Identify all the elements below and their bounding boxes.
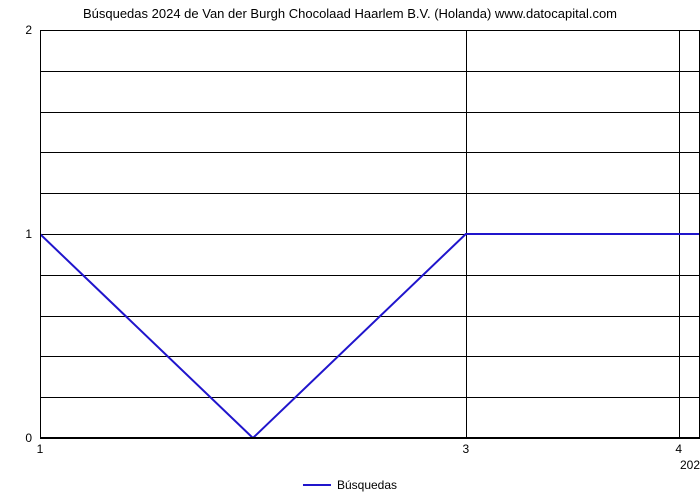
x-tick-label: 4 bbox=[675, 442, 682, 456]
legend-label: Búsquedas bbox=[337, 478, 397, 492]
y-tick-label: 1 bbox=[0, 227, 32, 241]
series-polyline bbox=[40, 234, 700, 438]
x-tick-label-extra: 202 bbox=[680, 458, 700, 472]
legend: Búsquedas bbox=[303, 478, 397, 492]
x-tick-label: 1 bbox=[37, 442, 44, 456]
y-tick-label: 0 bbox=[0, 431, 32, 445]
legend-swatch bbox=[303, 484, 331, 486]
gridline-h bbox=[40, 438, 700, 439]
chart-title: Búsquedas 2024 de Van der Burgh Chocolaa… bbox=[0, 6, 700, 21]
chart-container: Búsquedas 2024 de Van der Burgh Chocolaa… bbox=[0, 0, 700, 500]
line-series bbox=[40, 30, 700, 438]
y-tick-label: 2 bbox=[0, 23, 32, 37]
plot-area bbox=[40, 30, 700, 438]
x-tick-label: 3 bbox=[462, 442, 469, 456]
